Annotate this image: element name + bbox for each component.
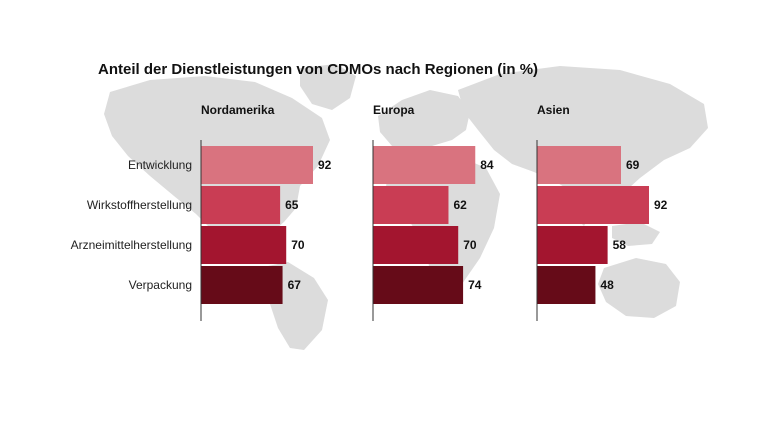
data-label: 65: [285, 198, 299, 212]
data-label: 70: [291, 238, 305, 252]
bar: [537, 226, 608, 264]
panel-title: Nordamerika: [201, 103, 275, 117]
data-label: 74: [468, 278, 482, 292]
category-label: Arzneimittelherstellung: [71, 238, 192, 252]
bar: [373, 226, 459, 264]
panel-title: Europa: [373, 103, 415, 117]
bar: [373, 266, 464, 304]
bar: [201, 266, 283, 304]
chart-panels: Nordamerika 92 65 70 67 Europa 84 62 70 74 Asien 69…: [200, 103, 668, 321]
chart-title: Anteil der Dienstleistungen von CDMOs na…: [98, 61, 538, 78]
category-label: Entwicklung: [128, 158, 192, 172]
data-label: 62: [453, 198, 467, 212]
data-label: 69: [626, 158, 640, 172]
bar: [201, 186, 281, 224]
panel-title: Asien: [537, 103, 570, 117]
panel-europa: Europa 84 62 70 74: [372, 103, 494, 321]
bar: [201, 146, 313, 184]
bar: [201, 226, 287, 264]
data-label: 92: [654, 198, 668, 212]
category-labels: Entwicklung Wirkstoffherstellung Arzneimit…: [71, 158, 192, 292]
bar: [537, 266, 596, 304]
bar: [373, 186, 449, 224]
data-label: 48: [600, 278, 614, 292]
data-label: 67: [288, 278, 302, 292]
category-label: Verpackung: [129, 278, 192, 292]
bar: [537, 146, 621, 184]
panel-asien: Asien 69 92 58 48: [536, 103, 668, 321]
bar: [373, 146, 476, 184]
bar: [537, 186, 649, 224]
category-label: Wirkstoffherstellung: [87, 198, 192, 212]
data-label: 58: [613, 238, 627, 252]
panel-nordamerika: Nordamerika 92 65 70 67: [200, 103, 332, 321]
data-label: 70: [463, 238, 477, 252]
data-label: 84: [480, 158, 494, 172]
data-label: 92: [318, 158, 332, 172]
